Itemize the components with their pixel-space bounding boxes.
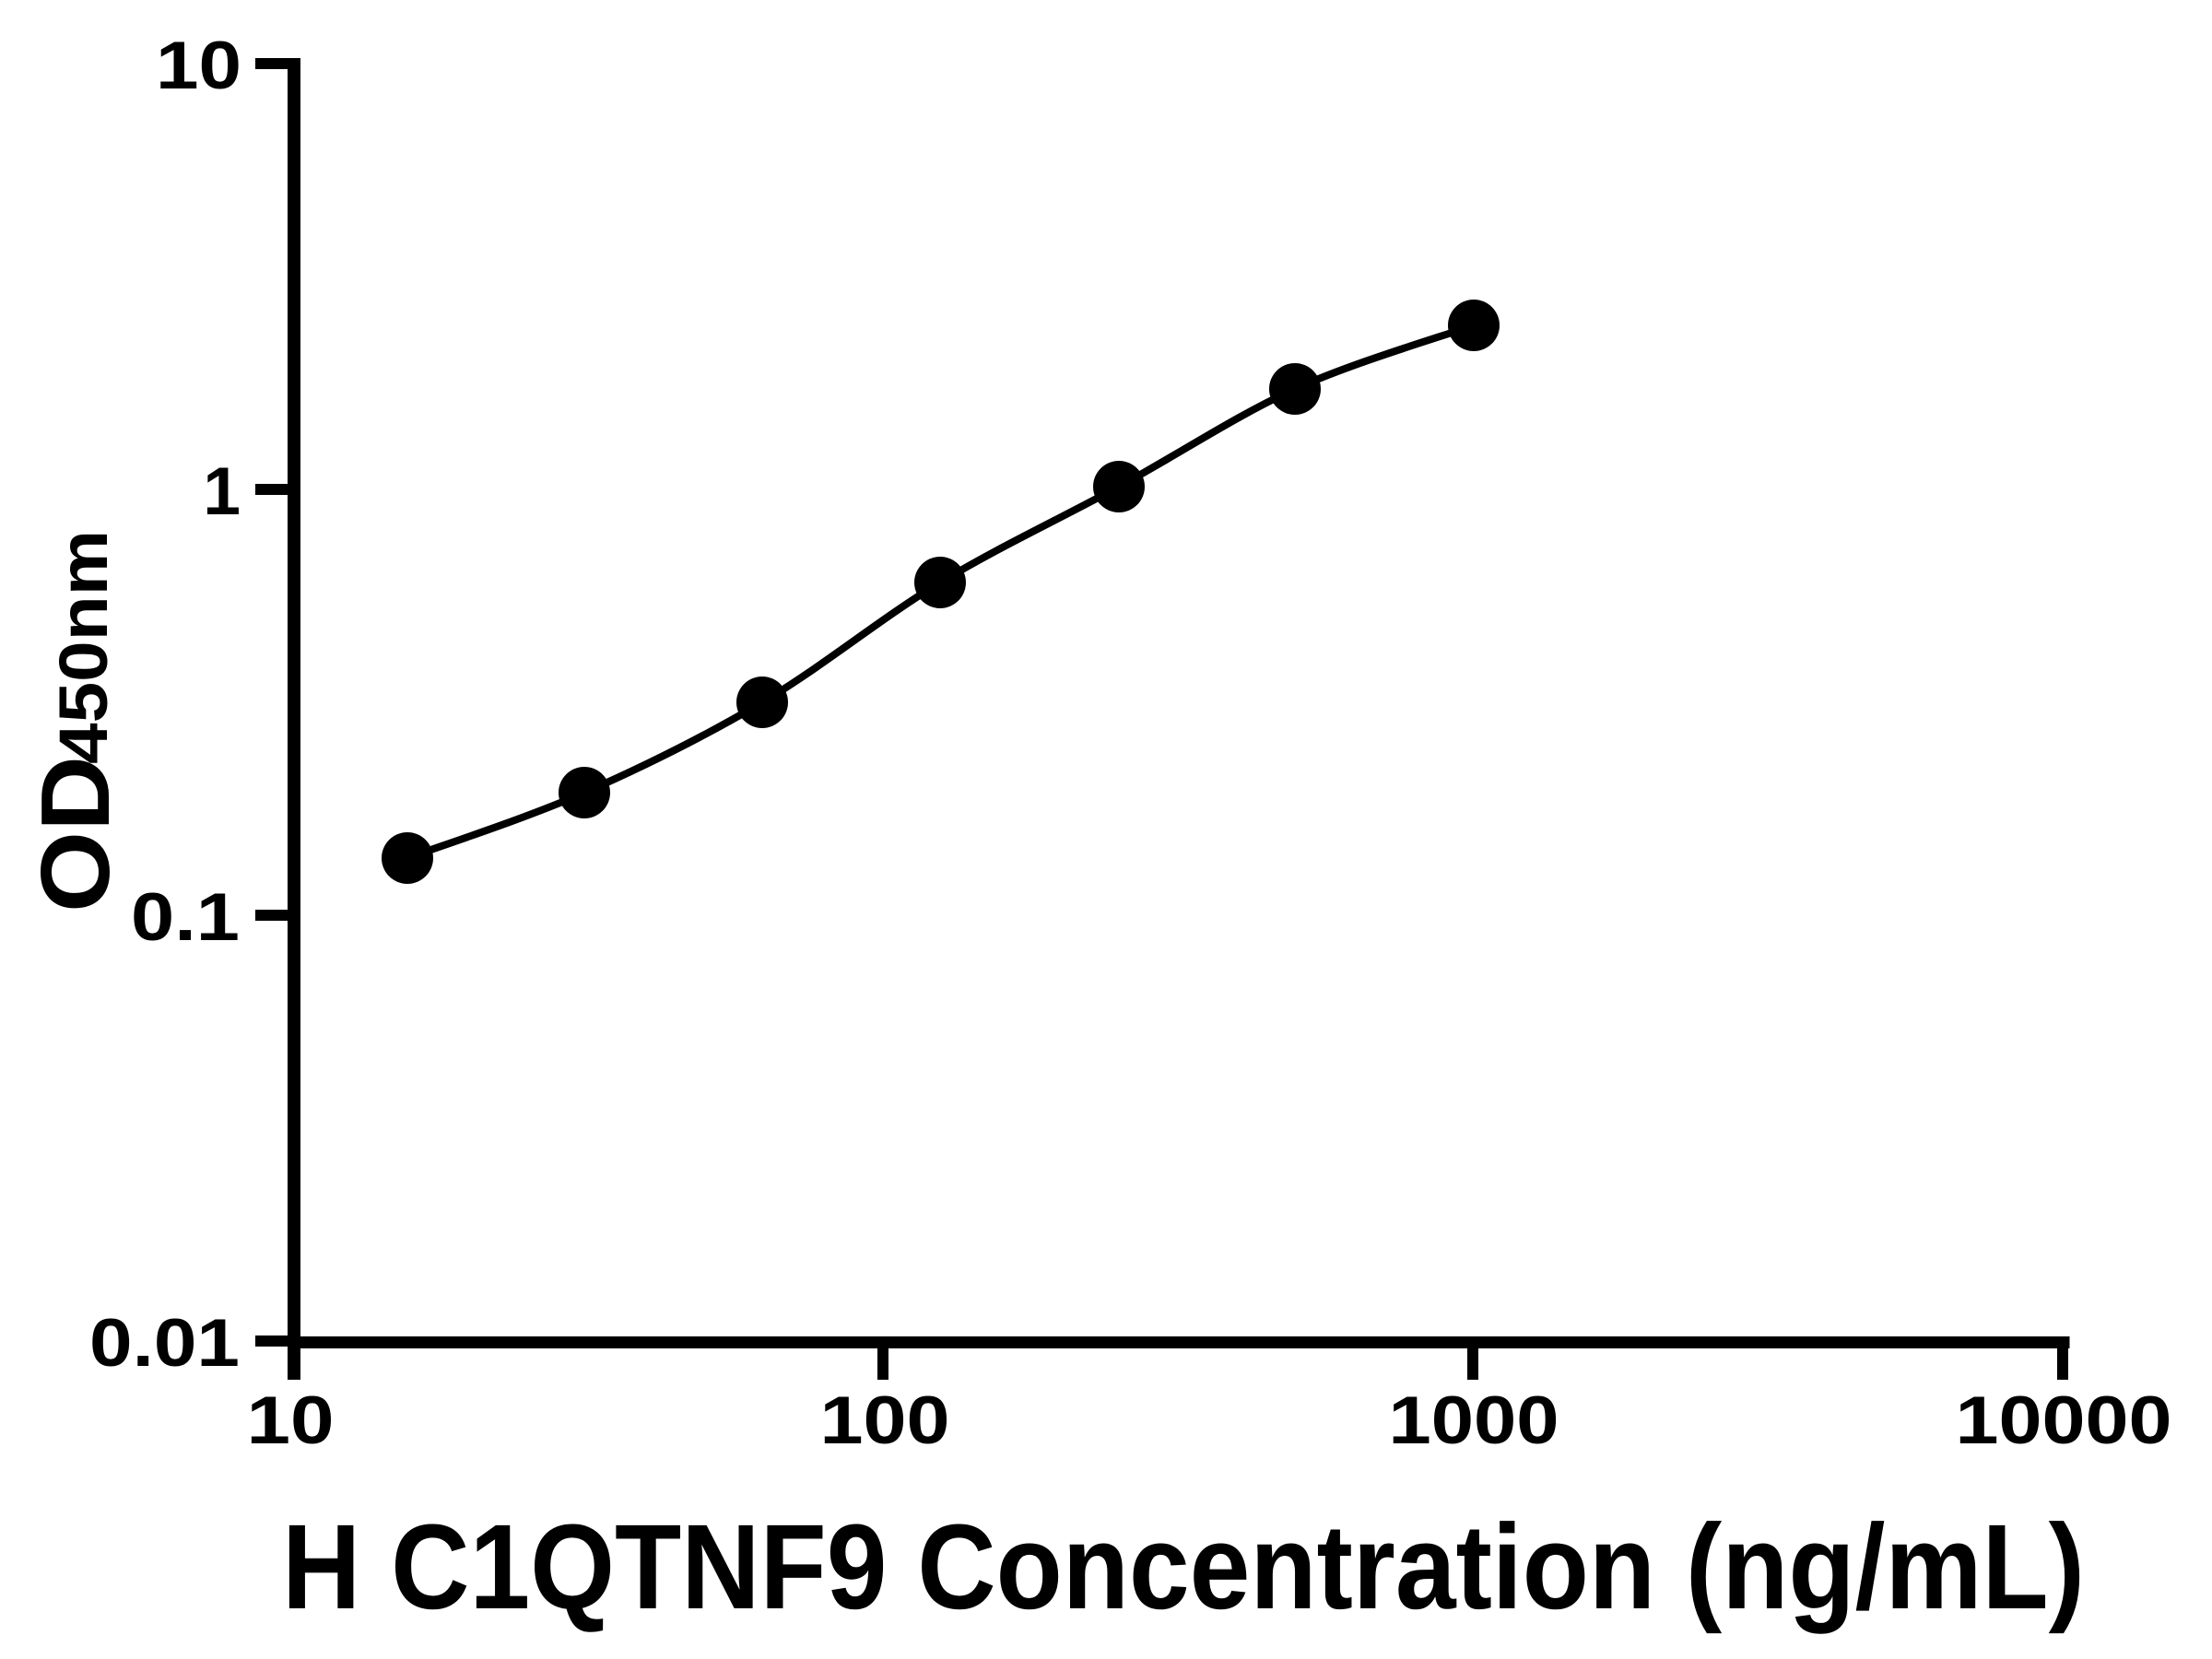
svg-text:10000: 10000: [1956, 1383, 2172, 1458]
svg-text:10: 10: [156, 29, 241, 103]
svg-text:450nm: 450nm: [45, 530, 122, 764]
svg-text:10: 10: [247, 1383, 335, 1458]
svg-text:OD: OD: [21, 756, 130, 912]
svg-text:1: 1: [203, 454, 241, 529]
svg-text:100: 100: [820, 1383, 950, 1458]
svg-text:0.1: 0.1: [131, 880, 240, 955]
svg-text:H C1QTNF9 Concentration (ng/mL: H C1QTNF9 Concentration (ng/mL): [282, 1499, 2085, 1634]
svg-text:0.01: 0.01: [89, 1306, 240, 1381]
svg-text:1000: 1000: [1389, 1383, 1559, 1458]
